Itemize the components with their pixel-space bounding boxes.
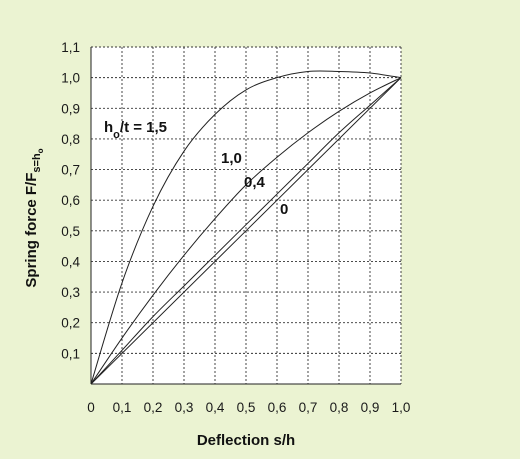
y-axis-label: Spring force F/Fs=ho — [23, 148, 45, 287]
x-tick-label: 0,7 — [299, 400, 318, 415]
curve-1-0 — [90, 77, 402, 385]
y-tick-label: 1,1 — [61, 40, 80, 55]
x-tick-label: 0,3 — [175, 400, 194, 415]
y-tick-label: 0,9 — [61, 101, 80, 116]
x-tick-label: 0,8 — [330, 400, 349, 415]
curve-0-4 — [90, 77, 402, 385]
y-tick-label: 0,6 — [61, 193, 80, 208]
y-tick-label: 0,3 — [61, 285, 80, 300]
curves — [90, 70, 402, 385]
y-tick-label: 0,1 — [61, 346, 80, 361]
y-tick-label: 1,0 — [61, 71, 80, 86]
y-tick-labels: 0,1 0,2 0,3 0,4 0,5 0,6 0,7 0,8 0,9 1,0 1,1 — [61, 40, 80, 361]
curve-label-0-4: 0,4 — [244, 174, 266, 191]
y-tick-label: 0,2 — [61, 316, 80, 331]
y-tick-label: 0,4 — [61, 254, 80, 269]
curve-label-0: 0 — [280, 201, 288, 218]
x-tick-label: 0 — [87, 400, 95, 415]
x-tick-label: 0,6 — [268, 400, 287, 415]
x-axis-label: Deflection s/h — [197, 432, 295, 449]
x-tick-label: 1,0 — [392, 400, 411, 415]
x-tick-labels: 0 0,1 0,2 0,3 0,4 0,5 0,6 0,7 0,8 0,9 1,0 — [87, 400, 410, 415]
y-tick-label: 0,5 — [61, 224, 80, 239]
curve-label-1-5: ho/t = 1,5 — [104, 119, 167, 141]
x-tick-label: 0,4 — [206, 400, 225, 415]
x-tick-label: 0,9 — [361, 400, 380, 415]
curve-1-5 — [90, 70, 402, 385]
curve-label-1-0: 1,0 — [221, 150, 242, 167]
x-tick-label: 0,1 — [113, 400, 132, 415]
x-tick-label: 0,2 — [144, 400, 163, 415]
x-tick-label: 0,5 — [237, 400, 256, 415]
y-tick-label: 0,8 — [61, 132, 80, 147]
grid — [90, 46, 402, 385]
y-tick-label: 0,7 — [61, 163, 80, 178]
curve-0 — [90, 77, 402, 385]
